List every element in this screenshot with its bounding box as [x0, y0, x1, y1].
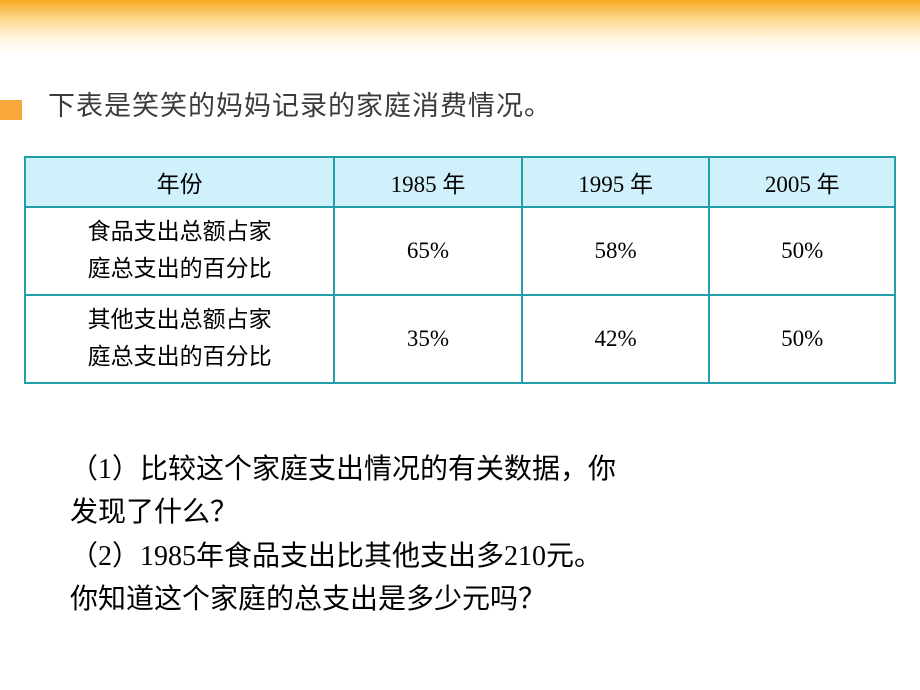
header-year-2005: 2005 年 — [709, 157, 895, 207]
question-1-line2: 发现了什么？ — [70, 491, 870, 534]
question-2-line2: 你知道这个家庭的总支出是多少元吗？ — [70, 578, 870, 621]
cell-value: 50% — [709, 207, 895, 295]
row-label-other: 其他支出总额占家 庭总支出的百分比 — [25, 295, 334, 383]
question-1-line1: （1）比较这个家庭支出情况的有关数据，你 — [70, 448, 870, 491]
table-row: 其他支出总额占家 庭总支出的百分比 35% 42% 50% — [25, 295, 895, 383]
cell-value: 58% — [522, 207, 710, 295]
data-table-container: 年份 1985 年 1995 年 2005 年 食品支出总额占家 庭总支出的百分… — [24, 156, 896, 384]
header-year-1985: 1985 年 — [334, 157, 522, 207]
left-accent-bar — [0, 100, 22, 120]
cell-value: 50% — [709, 295, 895, 383]
intro-text: 下表是笑笑的妈妈记录的家庭消费情况。 — [48, 84, 552, 123]
cell-value: 35% — [334, 295, 522, 383]
row-label-line: 食品支出总额占家 — [88, 219, 272, 244]
question-2-line1: （2）1985年食品支出比其他支出多210元。 — [70, 535, 870, 578]
row-label-food: 食品支出总额占家 庭总支出的百分比 — [25, 207, 334, 295]
row-label-line: 庭总支出的百分比 — [88, 344, 272, 369]
row-label-line: 其他支出总额占家 — [88, 307, 272, 332]
row-label-line: 庭总支出的百分比 — [88, 256, 272, 281]
table-header-row: 年份 1985 年 1995 年 2005 年 — [25, 157, 895, 207]
cell-value: 65% — [334, 207, 522, 295]
questions-block: （1）比较这个家庭支出情况的有关数据，你 发现了什么？ （2）1985年食品支出… — [70, 448, 870, 622]
spending-table: 年份 1985 年 1995 年 2005 年 食品支出总额占家 庭总支出的百分… — [24, 156, 896, 384]
top-gradient-banner — [0, 0, 920, 56]
table-row: 食品支出总额占家 庭总支出的百分比 65% 58% 50% — [25, 207, 895, 295]
cell-value: 42% — [522, 295, 710, 383]
header-year-1995: 1995 年 — [522, 157, 710, 207]
header-year-label: 年份 — [25, 157, 334, 207]
